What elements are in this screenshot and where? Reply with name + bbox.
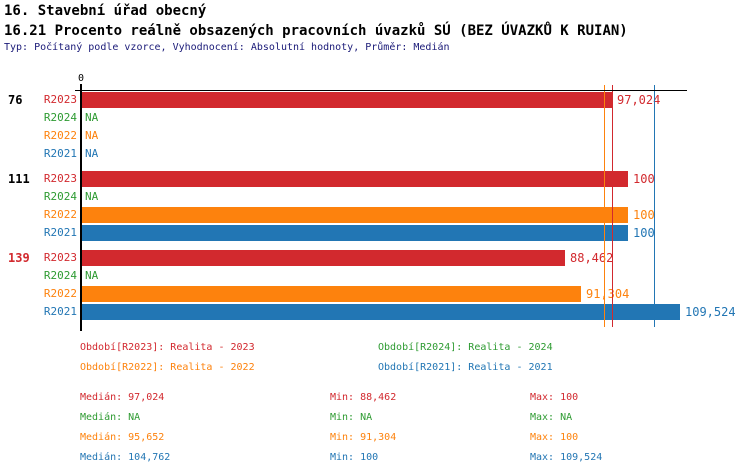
y-axis-line bbox=[80, 84, 82, 331]
stat-max: Max: 109,524 bbox=[530, 452, 603, 463]
row-label: R2023 bbox=[43, 172, 77, 185]
bar-value-label: 91,304 bbox=[586, 287, 630, 301]
stat-max: Max: NA bbox=[530, 412, 573, 423]
median-line bbox=[612, 85, 613, 327]
stat-median: Medián: 97,024 bbox=[80, 392, 165, 403]
na-label: NA bbox=[85, 111, 99, 124]
median-line bbox=[604, 85, 605, 327]
report-meta-line: Typ: Počítaný podle vzorce, Vyhodnocení:… bbox=[4, 42, 450, 53]
bar-value-label: 100 bbox=[633, 172, 655, 186]
row-label: R2022 bbox=[43, 287, 77, 300]
bar-value-label: 100 bbox=[633, 208, 655, 222]
x-axis-line bbox=[75, 90, 687, 91]
bar bbox=[82, 225, 628, 241]
group-label: 111 bbox=[8, 172, 30, 186]
legend-item: Období[R2021]: Realita - 2021 bbox=[378, 362, 553, 373]
bar bbox=[82, 171, 628, 187]
group-label: 139 bbox=[8, 251, 30, 265]
row-label: R2024 bbox=[43, 269, 77, 282]
na-label: NA bbox=[85, 190, 99, 203]
stat-min: Min: 88,462 bbox=[330, 392, 397, 403]
stat-min: Min: 100 bbox=[330, 452, 379, 463]
stat-min: Min: NA bbox=[330, 412, 373, 423]
na-label: NA bbox=[85, 269, 99, 282]
na-label: NA bbox=[85, 147, 99, 160]
median-line bbox=[654, 85, 655, 327]
bar bbox=[82, 250, 565, 266]
report-title-line1: 16. Stavební úřad obecný bbox=[4, 3, 207, 19]
legend-item: Období[R2024]: Realita - 2024 bbox=[378, 342, 553, 353]
row-label: R2024 bbox=[43, 190, 77, 203]
x-axis-zero-label: 0 bbox=[77, 73, 85, 84]
legend-item: Období[R2023]: Realita - 2023 bbox=[80, 342, 255, 353]
bar bbox=[82, 207, 628, 223]
stat-median: Medián: 95,652 bbox=[80, 432, 165, 443]
bar bbox=[82, 92, 612, 108]
group-label: 76 bbox=[8, 93, 23, 107]
stat-median: Medián: 104,762 bbox=[80, 452, 171, 463]
bar bbox=[82, 286, 581, 302]
stat-max: Max: 100 bbox=[530, 432, 579, 443]
legend-item: Období[R2022]: Realita - 2022 bbox=[80, 362, 255, 373]
bar bbox=[82, 304, 680, 320]
row-label: R2023 bbox=[43, 251, 77, 264]
stat-median: Medián: NA bbox=[80, 412, 141, 423]
na-label: NA bbox=[85, 129, 99, 142]
bar-value-label: 100 bbox=[633, 226, 655, 240]
row-label: R2023 bbox=[43, 93, 77, 106]
stat-min: Min: 91,304 bbox=[330, 432, 397, 443]
row-label: R2021 bbox=[43, 226, 77, 239]
row-label: R2021 bbox=[43, 147, 77, 160]
bar-value-label: 97,024 bbox=[617, 93, 661, 107]
bar-value-label: 109,524 bbox=[685, 305, 736, 319]
row-label: R2022 bbox=[43, 208, 77, 221]
row-label: R2021 bbox=[43, 305, 77, 318]
row-label: R2022 bbox=[43, 129, 77, 142]
row-label: R2024 bbox=[43, 111, 77, 124]
report-title-line2: 16.21 Procento reálně obsazených pracovn… bbox=[4, 23, 628, 39]
bar-value-label: 88,462 bbox=[570, 251, 614, 265]
stat-max: Max: 100 bbox=[530, 392, 579, 403]
